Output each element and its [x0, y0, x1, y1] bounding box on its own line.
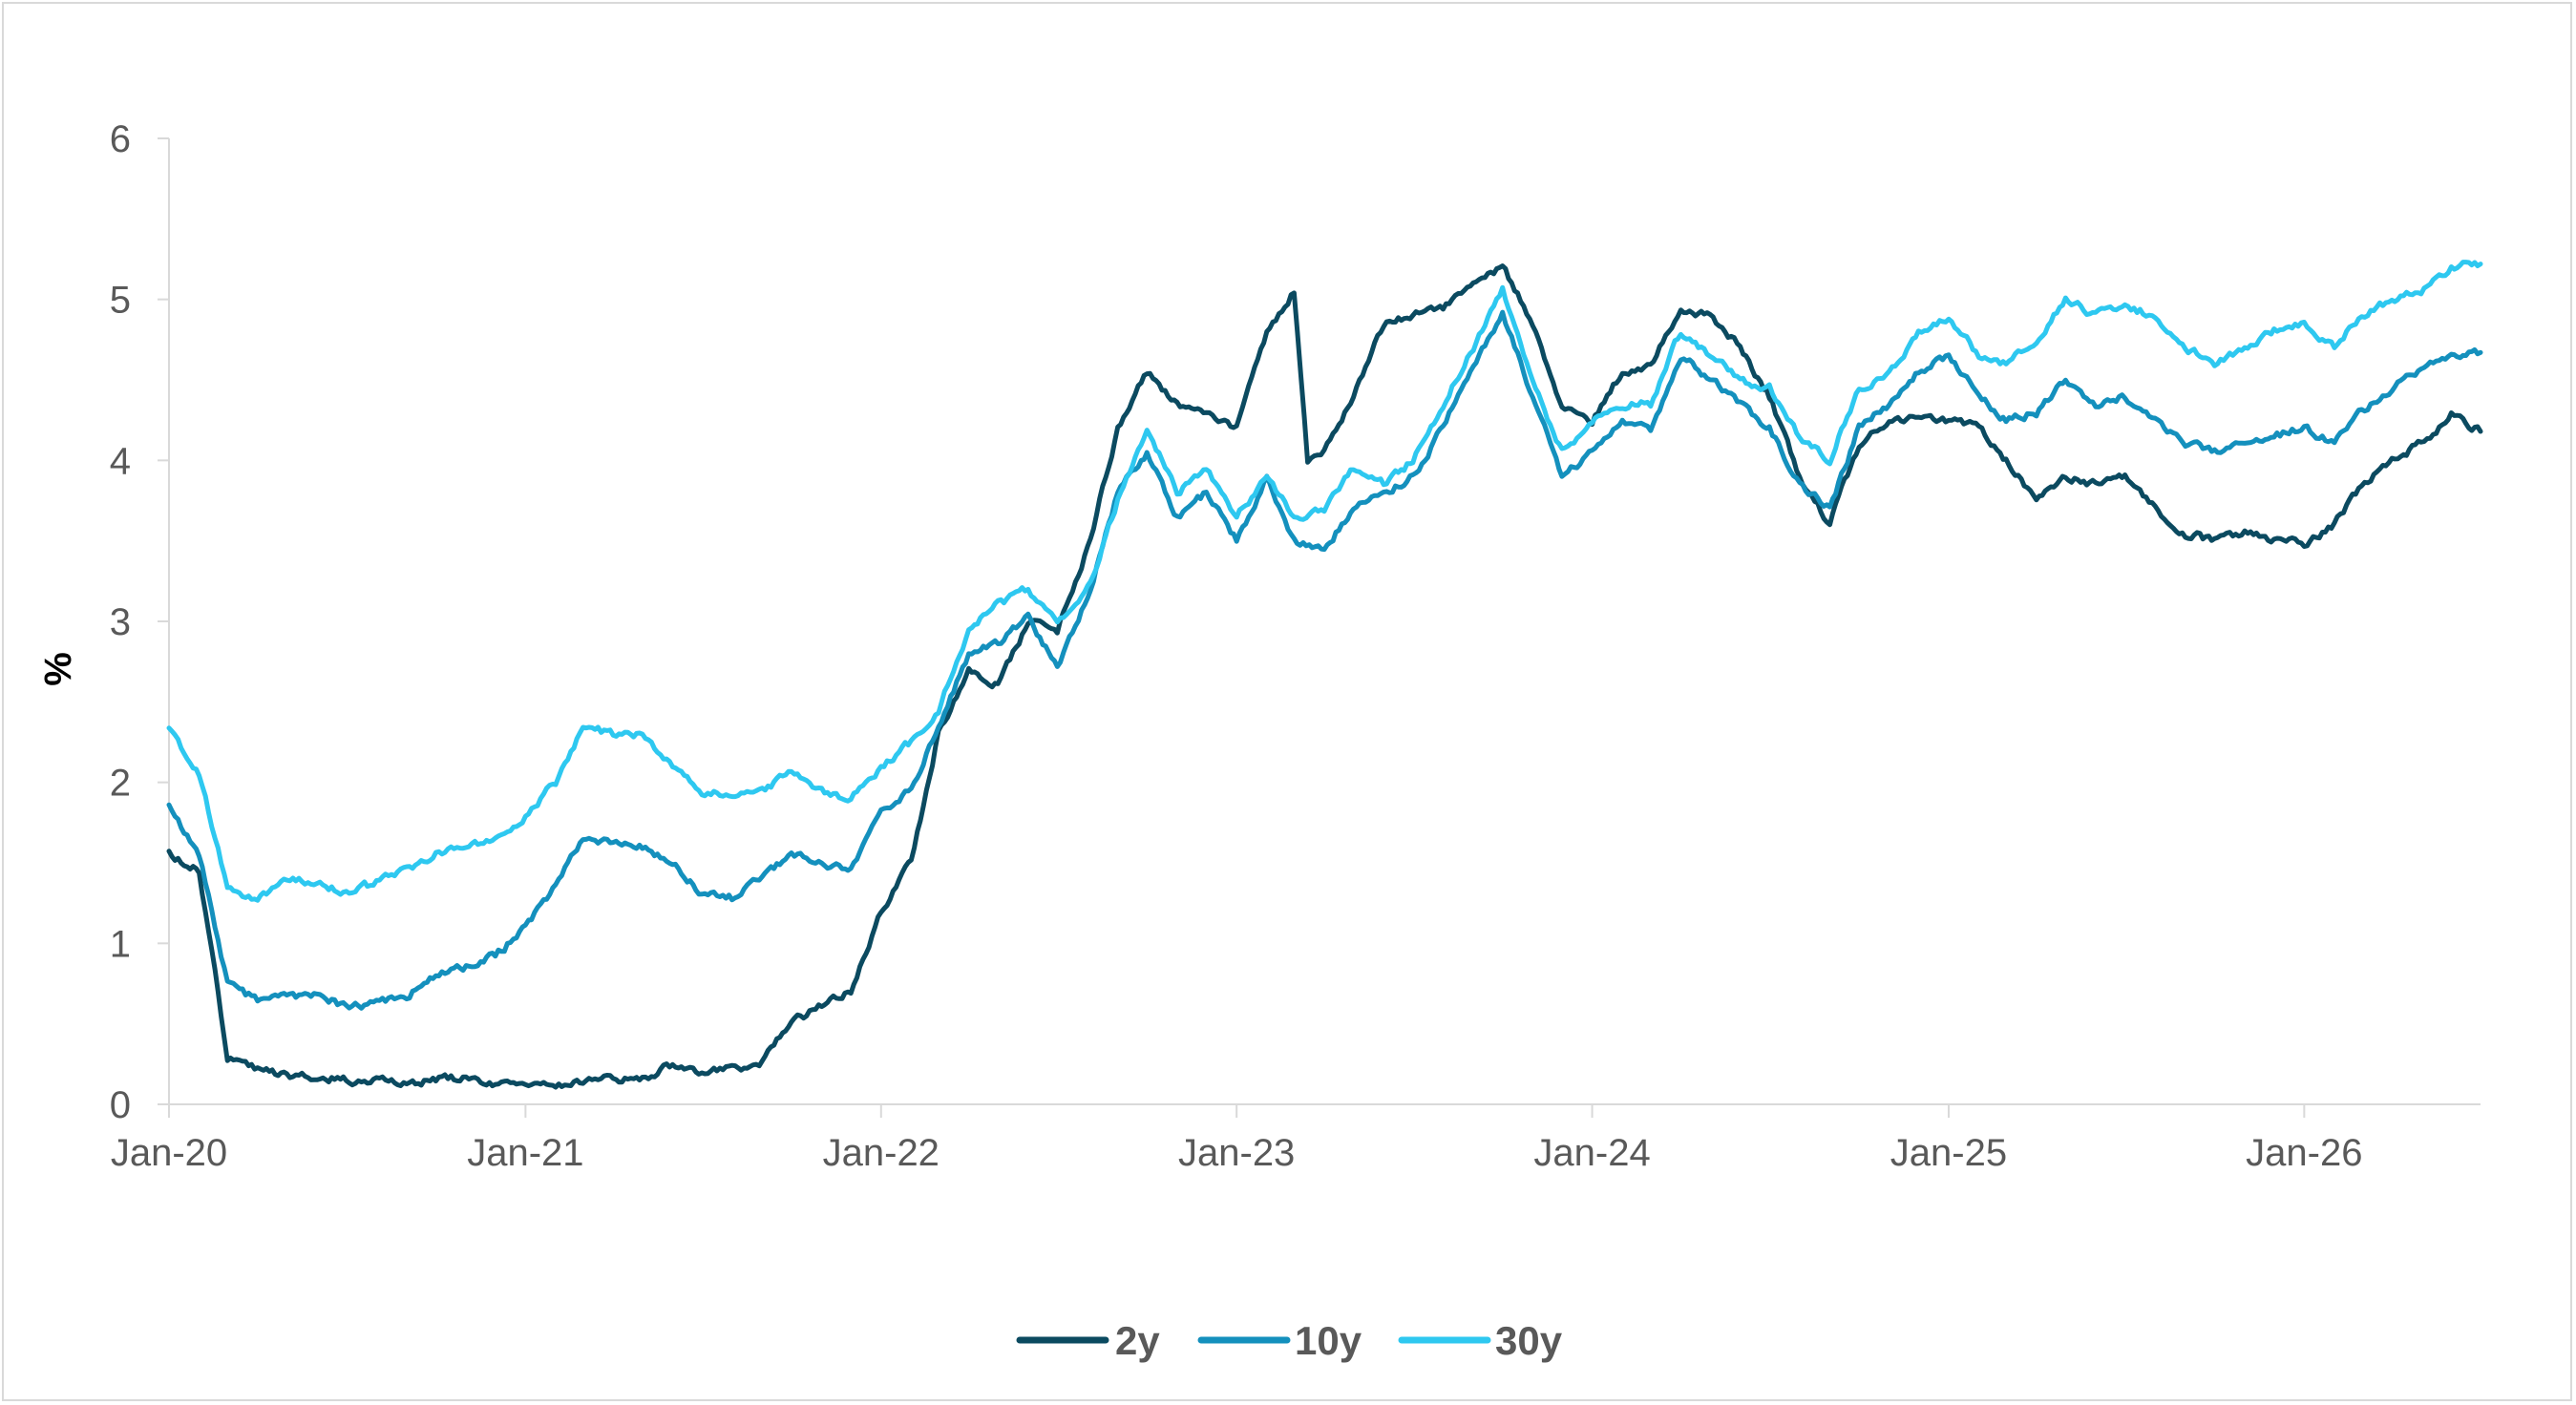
- x-ticks: Jan-20 Jan-21 Jan-22 Jan-23 Jan-24 Jan-25 Jan-…: [111, 1104, 2362, 1174]
- y-tick-label: 5: [110, 280, 131, 322]
- series-line-2y: [166, 263, 2483, 1090]
- series-lines: [166, 260, 2483, 1090]
- x-tick-label: Jan-24: [1533, 1132, 1650, 1174]
- x-tick-label: Jan-22: [823, 1132, 940, 1174]
- y-tick-label: 1: [110, 923, 131, 965]
- y-tick-label: 4: [110, 440, 131, 482]
- y-axis-title: %: [37, 652, 79, 686]
- legend: 2y 10y 30y: [1016, 1318, 1563, 1363]
- y-tick-label: 6: [110, 118, 131, 160]
- x-tick-label: Jan-26: [2246, 1132, 2362, 1174]
- x-tick-label: Jan-21: [467, 1132, 583, 1174]
- legend-label-30y: 30y: [1495, 1318, 1563, 1363]
- x-tick-label: Jan-23: [1178, 1132, 1295, 1174]
- axes: [168, 138, 2481, 1105]
- series-line-10y: [166, 309, 2483, 1011]
- series-line-30y: [166, 260, 2483, 903]
- y-tick-label: 3: [110, 601, 131, 643]
- x-tick-label: Jan-20: [111, 1132, 227, 1174]
- y-tick-label: 2: [110, 763, 131, 805]
- y-ticks: 0 1 2 3 4 5 6: [110, 118, 169, 1126]
- legend-label-10y: 10y: [1295, 1318, 1362, 1363]
- x-tick-label: Jan-25: [1890, 1132, 2007, 1174]
- y-tick-label: 0: [110, 1084, 131, 1126]
- legend-label-2y: 2y: [1115, 1318, 1160, 1363]
